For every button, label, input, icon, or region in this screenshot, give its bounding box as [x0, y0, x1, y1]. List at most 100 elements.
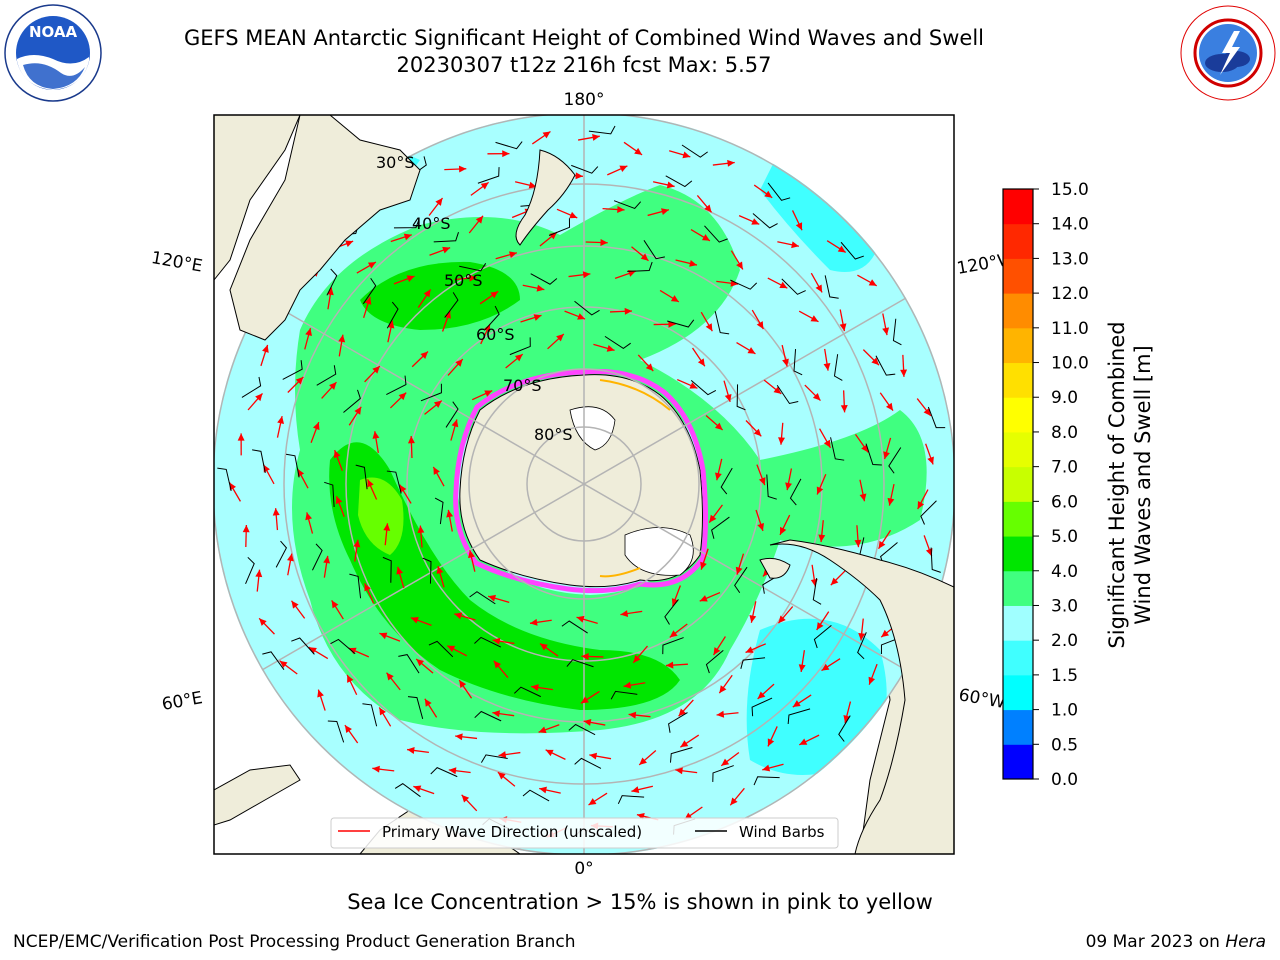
wave-arrow-head	[475, 215, 484, 224]
wave-arrow-head	[883, 451, 890, 460]
wave-arrow-head	[272, 508, 280, 516]
latitude-labels: 30°S 40°S 50°S 60°S 70°S 80°S	[376, 153, 573, 444]
wave-arrow-head	[780, 526, 787, 535]
wave-arrow-head	[317, 689, 324, 698]
wave-arrow-head	[868, 279, 877, 286]
wave-arrow-head	[639, 757, 647, 765]
wave-arrow-head	[399, 484, 407, 493]
wave-arrow-head	[488, 594, 496, 602]
colorbar-label-line2: Wind Waves and Swell [m]	[1131, 345, 1155, 625]
wave-arrow-head	[386, 672, 394, 681]
noaa-logo-text: NOAA	[29, 23, 78, 41]
wave-arrow-head	[436, 566, 444, 574]
wave-arrow-head	[528, 181, 537, 189]
wave-arrow-head	[458, 165, 467, 173]
wave-arrow-head	[859, 493, 867, 502]
wind-barb	[245, 556, 255, 585]
colorbar-tick-label: 3.0	[1051, 596, 1078, 616]
colorbar-cell	[1003, 327, 1033, 364]
wave-arrow-head	[753, 428, 762, 437]
wind-barb	[643, 240, 665, 260]
lat-label-60s: 60°S	[476, 325, 515, 344]
wave-arrow-head	[469, 274, 477, 282]
wind-barb	[662, 637, 684, 655]
wind-barb	[316, 365, 337, 386]
wind-barb	[355, 464, 368, 490]
wave-arrow-head	[372, 366, 380, 374]
wind-barb	[386, 470, 402, 494]
wind-barb	[568, 723, 596, 736]
colorbar-tick-label: 1.5	[1051, 666, 1078, 686]
sea-ice-edge	[453, 368, 708, 594]
colorbar-label-line1: Significant Height of Combined	[1105, 321, 1129, 648]
wind-barb	[422, 557, 432, 584]
wave-arrow-head	[699, 595, 708, 602]
colorbar-tick-label: 0.0	[1051, 770, 1078, 790]
wind-barb	[444, 292, 459, 318]
wave-arrow-head	[689, 382, 698, 389]
wave-arrow-head	[764, 190, 773, 198]
wave-arrow-head	[719, 685, 727, 694]
wave-arrow-head	[795, 222, 803, 231]
wave-arrow-head	[887, 497, 895, 506]
wave-arrow-head	[582, 271, 591, 279]
wave-arrow-head	[816, 486, 824, 495]
wind-barb	[668, 712, 688, 733]
colorbar-tick-label: 9.0	[1051, 388, 1078, 408]
wave-arrow-head	[713, 647, 721, 656]
wave-arrow-head	[508, 251, 517, 259]
wave-arrow-head	[455, 359, 463, 367]
wave-arrow-head	[627, 270, 636, 277]
wave-arrow-head	[798, 664, 806, 672]
wind-barb	[588, 125, 616, 135]
wave-arrow-head	[331, 600, 339, 609]
wind-barb	[927, 406, 946, 429]
wave-arrow-head	[539, 643, 548, 651]
wind-barb	[667, 319, 695, 328]
wind-barb	[787, 708, 811, 725]
wave-arrow-head	[881, 629, 890, 638]
wave-height-4-5m	[329, 261, 680, 710]
lat-label-80s: 80°S	[534, 425, 573, 444]
wind-barb	[712, 765, 734, 782]
chart-subtitle-run-info: 20230307 t12z 216h fcst Max: 5.57	[396, 53, 772, 77]
wave-arrow-head	[885, 402, 894, 411]
wave-arrow-head	[830, 577, 839, 586]
wave-arrow-head	[364, 583, 371, 592]
wave-arrow-head	[623, 681, 632, 689]
lat-label-30s: 30°S	[376, 153, 415, 172]
wave-arrow-head	[821, 663, 830, 671]
wind-barb	[711, 516, 730, 539]
wave-arrow-head	[424, 698, 432, 707]
wind-barb	[857, 632, 867, 660]
wind-barb	[752, 213, 778, 229]
wind-barb	[781, 278, 806, 295]
colorbar-cell	[1003, 501, 1033, 537]
wave-arrow-head	[338, 334, 346, 343]
lat-label-40s: 40°S	[412, 214, 451, 233]
wind-barb	[704, 225, 728, 243]
wave-arrow-head	[714, 472, 722, 481]
wave-arrow-head	[493, 660, 502, 669]
colorbar-tick-label: 12.0	[1051, 284, 1089, 304]
colorbar-cell	[1003, 536, 1033, 572]
wave-arrow-head	[778, 437, 786, 445]
wave-arrow-head	[878, 540, 886, 549]
colorbar-cell	[1003, 258, 1033, 294]
wave-arrow-head	[347, 674, 354, 683]
wave-arrow-head	[312, 422, 320, 431]
wave-arrow-head	[538, 726, 547, 734]
wind-barb	[714, 311, 730, 335]
wave-arrow-head	[442, 246, 451, 254]
wave-arrow-head	[645, 363, 654, 372]
colorbar-tick-label: 4.0	[1051, 562, 1078, 582]
wind-barb	[343, 389, 361, 413]
wave-arrow-head	[454, 612, 463, 620]
wave-arrow-head	[704, 204, 712, 213]
wave-arrow-head	[259, 618, 267, 626]
wave-arrow-head	[407, 436, 415, 444]
wave-arrow-head	[818, 534, 826, 543]
wave-arrow-head	[628, 711, 637, 719]
wave-arrow-head	[714, 422, 723, 430]
